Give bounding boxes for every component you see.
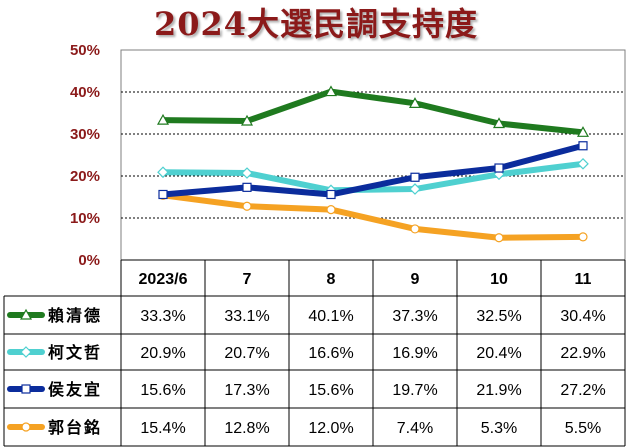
data-point xyxy=(326,205,336,215)
series-line xyxy=(160,88,586,136)
legend-key-marker xyxy=(21,384,31,394)
data-point xyxy=(576,126,590,137)
data-point xyxy=(241,167,253,179)
data-point xyxy=(578,232,588,242)
table-cell-value: 20.4% xyxy=(476,345,521,362)
x-tick-label: 8 xyxy=(327,271,336,288)
table-cell-value: 33.3% xyxy=(140,308,185,325)
table-cell-value: 5.5% xyxy=(565,420,601,437)
data-point xyxy=(158,189,168,200)
x-tick-label: 10 xyxy=(490,271,508,288)
grid-layer: 0% 10% 20% 30% 40% 50% xyxy=(70,42,626,269)
data-point xyxy=(242,201,252,211)
data-point xyxy=(494,233,504,243)
series-line xyxy=(160,160,586,194)
legend-key-marker xyxy=(20,346,32,358)
data-point xyxy=(408,97,422,108)
table-cell-value: 33.1% xyxy=(224,308,269,325)
data-point xyxy=(577,157,589,170)
y-tick-label: 20% xyxy=(70,168,100,185)
series-name: 侯友宜 xyxy=(48,380,102,399)
y-tick-label: 40% xyxy=(70,84,100,101)
table-cell-value: 16.9% xyxy=(392,345,437,362)
series-line xyxy=(160,192,586,241)
series-layer xyxy=(156,85,590,243)
table-cell-value: 22.9% xyxy=(560,345,605,362)
data-point xyxy=(240,114,254,126)
legend-key-marker xyxy=(19,308,33,320)
series-name: 郭台銘 xyxy=(48,418,102,437)
table-cell-value: 7.4% xyxy=(397,420,433,437)
table-cell-value: 20.7% xyxy=(224,345,269,362)
series-name: 賴清德 xyxy=(48,306,102,325)
series-name: 柯文哲 xyxy=(48,343,102,362)
series-line xyxy=(160,142,586,198)
legend-key-marker xyxy=(21,422,31,432)
data-point xyxy=(242,182,252,192)
table-cell-value: 17.3% xyxy=(224,382,269,399)
data-point xyxy=(157,166,169,179)
data-table: 2023/6 7 8 9 10 11 賴清德 33.3% 33.1% 40.1% 37.3% 32.5… xyxy=(3,259,626,447)
x-tick-label: 2023/6 xyxy=(139,271,188,288)
table-cell-value: 15.6% xyxy=(308,382,353,399)
table-cell-value: 15.6% xyxy=(140,382,185,399)
x-tick-label: 9 xyxy=(411,271,420,288)
data-point xyxy=(494,163,504,173)
table-cell-value: 32.5% xyxy=(476,308,521,325)
data-point xyxy=(578,141,588,151)
data-point xyxy=(326,189,336,200)
data-point xyxy=(410,172,420,182)
data-point xyxy=(324,85,338,97)
data-point xyxy=(409,183,421,195)
x-tick-label: 11 xyxy=(575,271,592,288)
table-cell-value: 30.4% xyxy=(560,308,605,325)
chart-title: 2024大選民調支持度 xyxy=(153,5,479,43)
table-cell-value: 20.9% xyxy=(140,345,185,362)
table-cell-value: 19.7% xyxy=(392,382,437,399)
table-cell-value: 40.1% xyxy=(308,308,353,325)
table-cell-value: 15.4% xyxy=(140,420,185,437)
table-cell-value: 16.6% xyxy=(308,345,353,362)
table-cell-value: 5.3% xyxy=(481,420,517,437)
data-point xyxy=(410,224,420,234)
data-point xyxy=(156,113,170,125)
y-tick-label: 50% xyxy=(70,42,100,59)
table-cell-value: 37.3% xyxy=(392,308,437,325)
y-tick-label: 10% xyxy=(70,210,100,227)
table-cell-value: 12.0% xyxy=(308,420,353,437)
table-cell-value: 12.8% xyxy=(224,420,269,437)
data-point xyxy=(492,117,506,129)
y-tick-label: 30% xyxy=(70,126,100,143)
x-tick-label: 7 xyxy=(243,271,252,288)
table-cell-value: 21.9% xyxy=(476,382,521,399)
y-tick-label: 0% xyxy=(78,252,100,269)
table-cell-value: 27.2% xyxy=(560,382,605,399)
